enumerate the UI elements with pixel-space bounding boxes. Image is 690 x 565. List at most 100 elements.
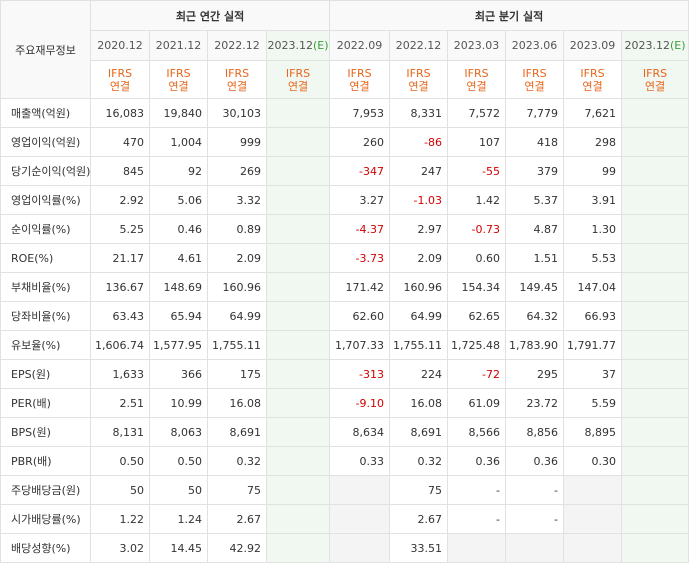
table-cell: 149.45 [505,272,565,302]
table-row: EPS(원) 1,633 366 175 -313 224 -72 295 37 [0,359,690,389]
annual-header: 최근 연간 실적 [89,0,331,31]
table-cell: 1,783.90 [505,330,565,360]
table-cell: 269 [207,156,267,186]
table-cell: 14.45 [149,533,208,563]
table-cell: 66.93 [563,301,623,331]
table-cell [621,446,690,476]
table-cell [563,504,623,534]
table-cell: 1,577.95 [149,330,208,360]
table-cell [621,475,690,505]
table-row: 배당성향(%) 3.02 14.45 42.92 33.51 [0,533,690,563]
table-cell [265,301,331,331]
table-cell: 845 [90,156,150,186]
table-cell: 7,621 [563,98,623,128]
table-cell: -72 [447,359,507,389]
table-cell: 2.92 [90,185,150,215]
table-cell [265,388,331,418]
table-cell: 0.30 [563,446,623,476]
table-cell: 148.69 [149,272,208,302]
table-cell: 8,063 [149,417,208,447]
table-cell: - [447,504,507,534]
table-cell [621,98,690,128]
row-label: 배당성향(%) [0,533,91,563]
table-cell: 0.36 [505,446,565,476]
table-cell: 99 [563,156,623,186]
table-cell: 7,779 [505,98,565,128]
table-cell [621,243,690,273]
ifrs-label: IFRS 연결 [265,60,331,99]
period-header: 2023.12(E) [265,30,331,61]
table-row: PER(배) 2.51 10.99 16.08 -9.10 16.08 61.09 23.72… [0,388,690,418]
estimate-mark: (E) [670,39,686,52]
table-cell: 260 [329,127,391,157]
quarter-header: 최근 분기 실적 [329,0,690,31]
table-cell: -4.37 [329,214,391,244]
table-cell [265,156,331,186]
table-cell: 1,725.48 [447,330,507,360]
row-label: 영업이익(억원) [0,127,91,157]
table-cell: 63.43 [90,301,150,331]
table-cell: 1,791.77 [563,330,623,360]
table-cell: 1,606.74 [90,330,150,360]
table-cell [621,359,690,389]
table-cell: 5.59 [563,388,623,418]
table-cell: -86 [389,127,449,157]
table-cell [265,214,331,244]
table-cell: 0.33 [329,446,391,476]
table-cell: 2.67 [207,504,267,534]
table-row: 부채비율(%) 136.67 148.69 160.96 171.42 160.96 154… [0,272,690,302]
table-cell: 295 [505,359,565,389]
table-cell: 0.32 [207,446,267,476]
table-cell [621,301,690,331]
table-cell: 366 [149,359,208,389]
table-cell: 3.91 [563,185,623,215]
table-cell: 1,755.11 [389,330,449,360]
table-cell: 62.60 [329,301,391,331]
row-label: ROE(%) [0,243,91,273]
table-cell: 8,895 [563,417,623,447]
row-label: 매출액(억원) [0,98,91,128]
table-cell: 5.53 [563,243,623,273]
table-cell [265,330,331,360]
ifrs-label: IFRS 연결 [505,60,565,99]
table-cell: -1.03 [389,185,449,215]
period-header: 2020.12 [90,30,150,61]
table-cell: 50 [90,475,150,505]
table-cell: -0.73 [447,214,507,244]
table-cell: 1,707.33 [329,330,391,360]
table-cell [447,533,507,563]
period-header: 2021.12 [149,30,208,61]
period-header: 2023.03 [447,30,507,61]
table-row: 주당배당금(원) 50 50 75 75- - [0,475,690,505]
table-cell: 1,633 [90,359,150,389]
table-cell: 1.51 [505,243,565,273]
row-label: 당좌비율(%) [0,301,91,331]
table-cell: 8,566 [447,417,507,447]
table-cell: 2.09 [389,243,449,273]
table-cell [621,127,690,157]
table-cell: 64.99 [389,301,449,331]
row-label: 순이익률(%) [0,214,91,244]
table-row: 당기순이익(억원) 845 92 269 -347 247 -55 379 99 [0,156,690,186]
table-cell: 30,103 [207,98,267,128]
table-cell [329,504,391,534]
row-label: BPS(원) [0,417,91,447]
table-cell: 62.65 [447,301,507,331]
table-cell: 42.92 [207,533,267,563]
table-cell: 16.08 [389,388,449,418]
table-cell: - [505,504,565,534]
table-cell: 1.24 [149,504,208,534]
table-cell: 1,004 [149,127,208,157]
table-cell: 75 [207,475,267,505]
period-header: 2023.06 [505,30,565,61]
table-cell [265,446,331,476]
table-cell: 147.04 [563,272,623,302]
table-cell [265,243,331,273]
table-cell: 3.32 [207,185,267,215]
table-cell [563,533,623,563]
table-cell: 107 [447,127,507,157]
table-cell: 61.09 [447,388,507,418]
table-cell [621,272,690,302]
table-cell: -347 [329,156,391,186]
table-row: PBR(배) 0.50 0.50 0.32 0.33 0.32 0.36 0.36 0.30 [0,446,690,476]
